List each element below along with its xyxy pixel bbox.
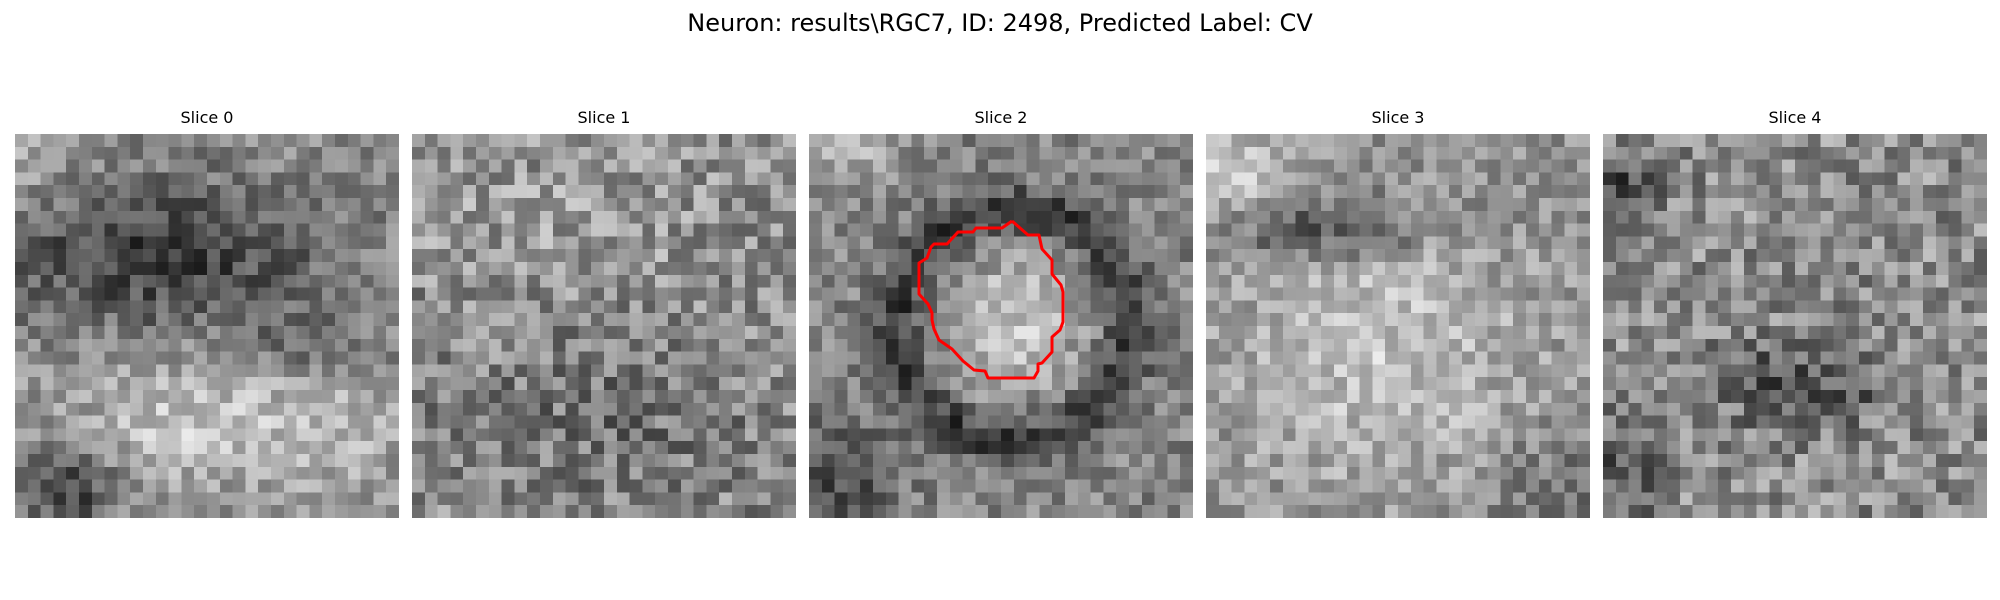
slice-title-3: Slice 3 [1371,108,1425,127]
slice-panel-3: Slice 3 [1206,108,1590,518]
slice-panel-1: Slice 1 [412,108,796,518]
slice-image-2 [809,134,1193,518]
figure-title: Neuron: results\RGC7, ID: 2498, Predicte… [687,9,1313,37]
slice-image-3 [1206,134,1590,518]
slice-image-1 [412,134,796,518]
slice-panel-0: Slice 0 [15,108,399,518]
slice-image-0 [15,134,399,518]
slice-image-4 [1603,134,1987,518]
slice-title-1: Slice 1 [577,108,631,127]
slice-title-4: Slice 4 [1768,108,1822,127]
slice-title-2: Slice 2 [974,108,1028,127]
slice-title-0: Slice 0 [180,108,234,127]
slice-panel-2: Slice 2 [809,108,1193,518]
slice-panel-4: Slice 4 [1603,108,1987,518]
